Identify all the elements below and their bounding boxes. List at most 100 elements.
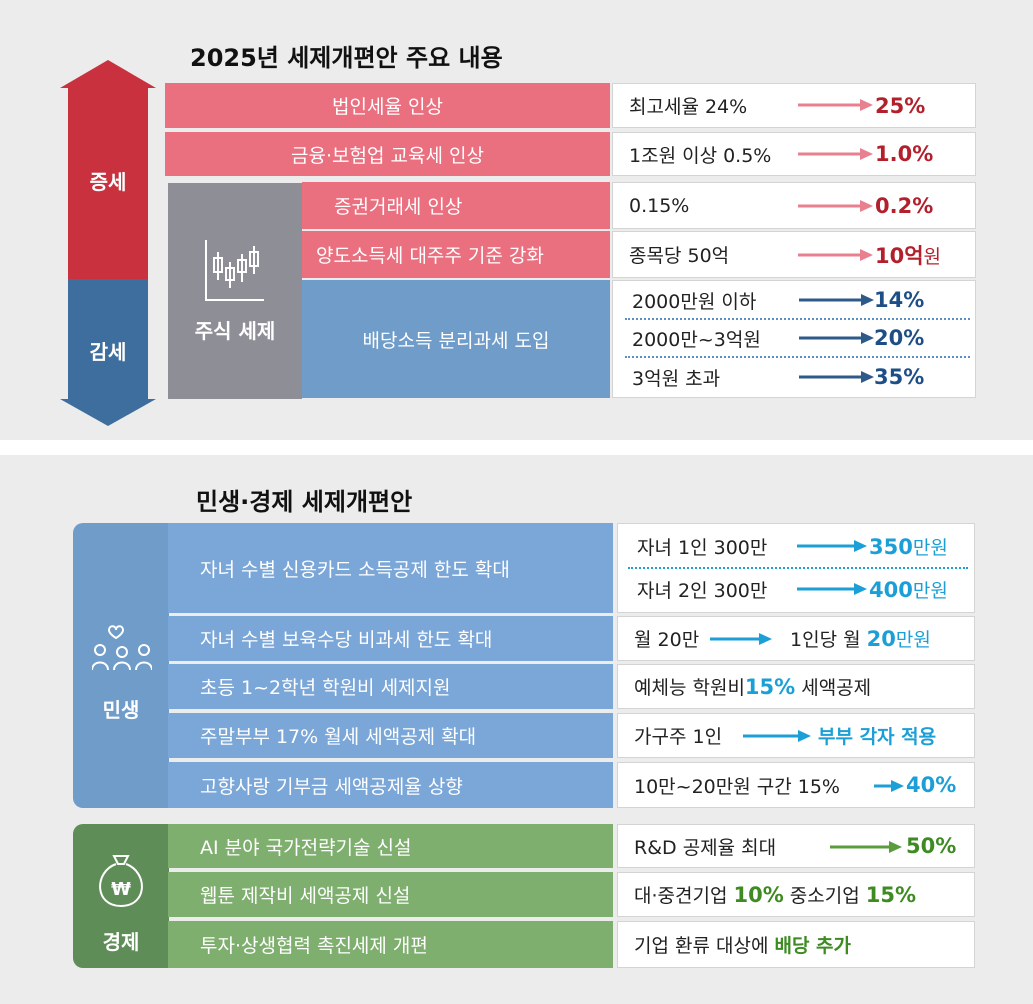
corp-tax-label: 법인세율 인상 — [332, 96, 443, 118]
card-item-1: 자녀 1인 300만 350만원 — [637, 526, 967, 566]
card-item-1-num: 350 — [869, 534, 913, 559]
capital-gains-label: 양도소득세 대주주 기준 강화 — [316, 245, 544, 267]
divider — [628, 567, 968, 569]
securities-tax-label: 증권거래세 인상 — [334, 196, 463, 218]
dividend-item-1: 2000만원 이하 14% — [632, 282, 962, 318]
money-bag-icon: ₩ — [99, 855, 143, 908]
card-item-2-num: 400 — [869, 577, 913, 602]
securities-tax-bar: 증권거래세 인상 — [302, 182, 610, 229]
ai-tech-to: 50% — [906, 834, 957, 858]
family-heart-icon — [92, 625, 152, 671]
dividend-bar: 배당소득 분리과세 도입 — [302, 280, 610, 398]
childcare-to-pre: 1인당 월 — [790, 629, 867, 651]
arrow-right-icon — [799, 332, 874, 344]
dividend-item-2-to: 20% — [874, 326, 925, 350]
svg-text:₩: ₩ — [111, 879, 131, 900]
academy-change: 예체능 학원비 15% 세액공제 — [617, 664, 975, 709]
ai-tech-from: R&D 공제율 최대 — [634, 836, 777, 859]
section1-title: 2025년 세제개편안 주요 내용 — [190, 44, 503, 72]
securities-tax-to: 0.2% — [875, 193, 934, 218]
webtoon-label: 웹툰 제작비 세액공제 신설 — [200, 885, 411, 907]
dividend-item-2: 2000만~3억원 20% — [632, 320, 962, 356]
edu-tax-to: 1.0% — [875, 142, 934, 166]
candlestick-chart-icon — [205, 240, 264, 301]
section2-title: 민생·경제 세제개편안 — [196, 488, 413, 516]
capital-gains-to-unit: 원 — [923, 245, 942, 268]
ai-tech-label: AI 분야 국가전략기술 신설 — [200, 836, 412, 859]
webtoon-pre2: 중소기업 — [783, 885, 866, 907]
increase-decrease-arrow — [60, 60, 156, 426]
weekend-couple-label: 주말부부 17% 월세 세액공제 확대 — [200, 726, 477, 748]
corp-tax-change: 최고세율 24% 25% — [612, 83, 976, 128]
card-item-2: 자녀 2인 300만 400만원 — [637, 569, 967, 609]
card-item-2-unit: 만원 — [912, 579, 948, 602]
arrow-right-icon — [798, 200, 873, 212]
edu-tax-change: 1조원 이상 0.5% 1.0% — [612, 132, 976, 176]
academy-label: 초등 1~2학년 학원비 세제지원 — [200, 677, 451, 699]
investment-bar: 투자·상생협력 촉진세제 개편 — [168, 921, 613, 968]
hometown-to: 40% — [906, 773, 957, 797]
card-deduction-label: 자녀 수별 신용카드 소득공제 한도 확대 — [200, 558, 510, 581]
divider — [625, 356, 970, 358]
arrow-right-icon — [743, 730, 811, 742]
investment-pre: 기업 환류 대상에 — [634, 935, 775, 957]
academy-post: 세액공제 — [795, 677, 872, 699]
ai-tech-change: R&D 공제율 최대 50% — [617, 824, 975, 868]
arrow-right-icon — [799, 294, 874, 306]
dividend-item-1-from: 2000만원 이하 — [632, 290, 757, 313]
childcare-change: 월 20만 1인당 월 20만원 — [617, 616, 975, 661]
decrease-shaft — [68, 279, 148, 400]
securities-tax-from: 0.15% — [629, 194, 690, 217]
capital-gains-to: 10억원 — [875, 240, 941, 270]
card-item-1-to: 350만원 — [869, 533, 948, 560]
weekend-couple-from: 가구주 1인 — [634, 726, 723, 748]
stock-tax-label: 주식 세제 — [194, 319, 276, 343]
childcare-from: 월 20만 — [634, 629, 700, 651]
hometown-label: 고향사랑 기부금 세액공제율 상향 — [200, 775, 463, 798]
card-deduction-bar: 자녀 수별 신용카드 소득공제 한도 확대 — [168, 523, 613, 613]
dividend-change — [612, 280, 976, 398]
capital-gains-from: 종목당 50억 — [629, 245, 730, 267]
arrow-right-icon — [799, 371, 874, 383]
livelihood-tag — [73, 523, 169, 808]
academy-bar: 초등 1~2학년 학원비 세제지원 — [168, 664, 613, 709]
childcare-to-unit: 만원 — [895, 629, 931, 651]
childcare-to-num: 20 — [866, 627, 896, 651]
hometown-from: 10만~20만원 구간 15% — [634, 775, 840, 798]
securities-tax-change: 0.15% 0.2% — [612, 182, 976, 229]
weekend-couple-bar: 주말부부 17% 월세 세액공제 확대 — [168, 713, 613, 758]
card-item-1-unit: 만원 — [912, 536, 948, 559]
corp-tax-bar: 법인세율 인상 — [165, 83, 610, 128]
economy-label: 경제 — [102, 929, 140, 954]
down-arrow-head — [60, 399, 156, 426]
investment-label: 투자·상생협력 촉진세제 개편 — [200, 935, 428, 957]
webtoon-num1: 10% — [733, 882, 784, 907]
decrease-label: 감세 — [89, 339, 127, 364]
dividend-label: 배당소득 분리과세 도입 — [362, 329, 550, 352]
webtoon-num2: 15% — [865, 882, 917, 907]
arrow-right-icon — [830, 841, 902, 853]
arrow-right-icon — [798, 99, 873, 111]
economy-tag — [73, 824, 169, 968]
corp-tax-to: 25% — [875, 93, 926, 118]
dividend-item-3: 3억원 초과 35% — [632, 358, 962, 396]
dividend-item-1-to: 14% — [874, 288, 925, 312]
academy-pre: 예체능 학원비 — [634, 677, 745, 699]
hometown-change: 10만~20만원 구간 15% 40% — [617, 762, 975, 808]
weekend-couple-to: 부부 각자 적용 — [818, 726, 937, 748]
hometown-bar: 고향사랑 기부금 세액공제율 상향 — [168, 762, 613, 808]
investment-change: 기업 환류 대상에 배당 추가 — [617, 921, 975, 968]
livelihood-label: 민생 — [102, 697, 140, 722]
academy-num: 15% — [744, 674, 796, 699]
card-item-1-from: 자녀 1인 300만 — [637, 536, 768, 559]
capital-gains-change: 종목당 50억 10억원 — [612, 231, 976, 278]
arrow-right-icon — [798, 249, 873, 261]
arrow-right-icon — [797, 583, 867, 595]
capital-gains-bar: 양도소득세 대주주 기준 강화 — [302, 231, 610, 278]
webtoon-change: 대·중견기업 10% 중소기업 15% — [617, 872, 975, 917]
webtoon-bar: 웹툰 제작비 세액공제 신설 — [168, 872, 613, 917]
childcare-to: 1인당 월 20만원 — [790, 625, 931, 652]
stock-tax-box — [168, 183, 302, 399]
webtoon-pre1: 대·중견기업 — [634, 885, 734, 907]
